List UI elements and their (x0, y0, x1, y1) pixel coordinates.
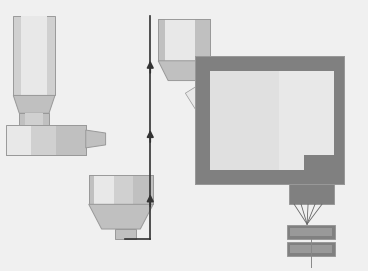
Bar (6, 125, 56, 155)
Polygon shape (158, 61, 210, 80)
Bar (205, 150, 294, 170)
Bar (94, 175, 114, 204)
Bar (210, 71, 279, 170)
Bar (195, 56, 344, 185)
Bar (195, 56, 344, 185)
Polygon shape (89, 204, 153, 229)
Bar (205, 66, 334, 91)
Bar (287, 242, 335, 256)
Bar (6, 125, 86, 155)
Bar (89, 175, 153, 204)
Bar (158, 19, 210, 61)
Polygon shape (210, 71, 334, 170)
Bar (290, 228, 332, 236)
Bar (205, 105, 294, 160)
Bar (6, 125, 86, 155)
Bar (19, 113, 49, 125)
Bar (165, 19, 195, 61)
Bar (205, 66, 225, 170)
Bar (21, 16, 47, 95)
Bar (25, 113, 43, 125)
Polygon shape (13, 95, 55, 113)
Bar (289, 185, 334, 204)
Bar (114, 229, 137, 239)
Bar (205, 66, 334, 170)
Bar (287, 225, 335, 239)
Bar (94, 175, 133, 204)
Bar (89, 175, 153, 204)
Polygon shape (86, 130, 106, 148)
Bar (314, 66, 334, 170)
Bar (6, 125, 31, 155)
Bar (290, 245, 332, 253)
Bar (158, 19, 210, 61)
Polygon shape (185, 84, 225, 133)
Bar (13, 16, 55, 95)
